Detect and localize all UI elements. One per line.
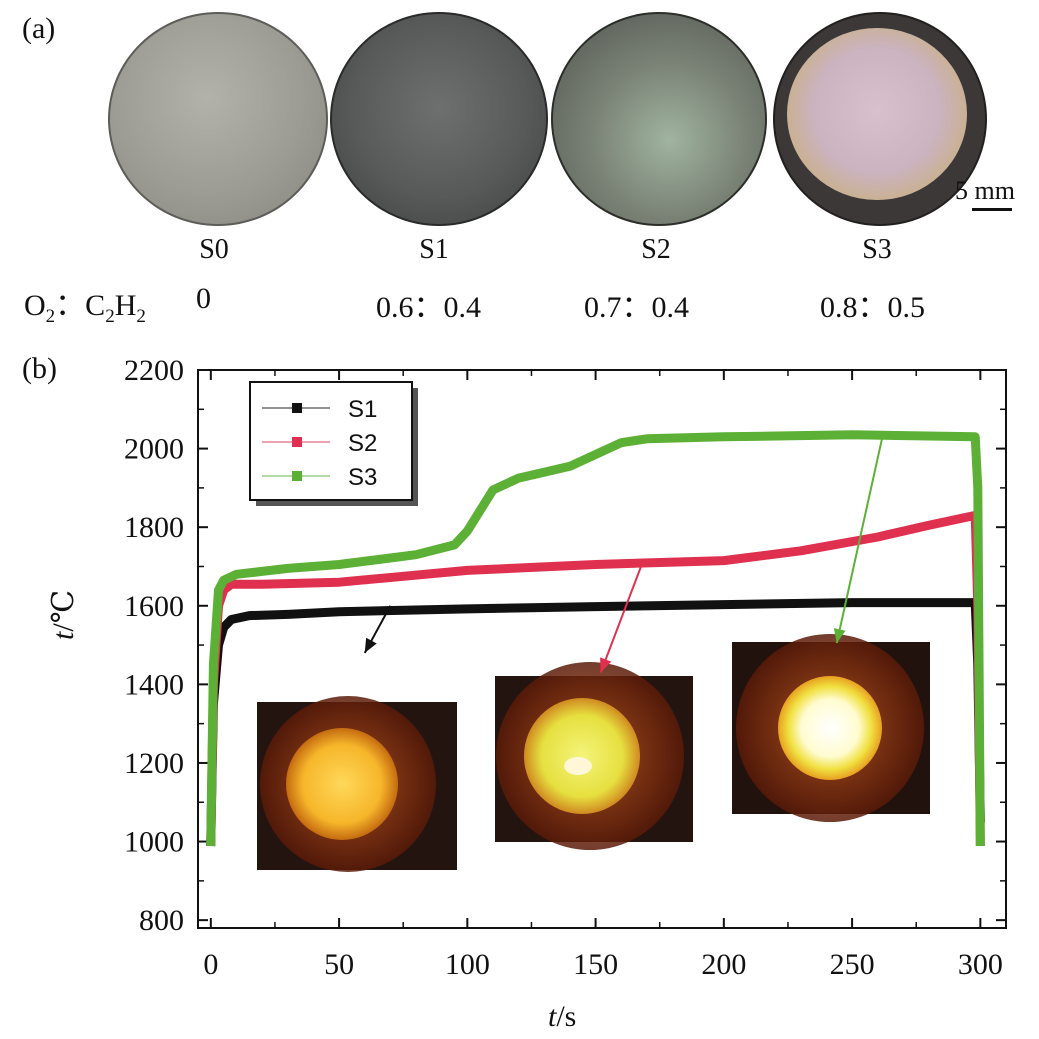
series-line-S3 xyxy=(206,430,985,847)
arrow-line-S3 xyxy=(835,434,884,644)
sample-label-s1: S1 xyxy=(419,234,449,265)
legend-marker-S1 xyxy=(292,403,302,413)
x-tick-label-150: 150 xyxy=(573,948,618,981)
x-tick-label-50: 50 xyxy=(324,948,354,981)
ratio-value-s3: 0.8：0.5 xyxy=(820,291,925,324)
x-axis-label: t/s xyxy=(548,1000,577,1033)
legend-marker-S2 xyxy=(292,437,302,447)
inset-photo-s1 xyxy=(257,696,457,872)
y-tick-label-2000: 2000 xyxy=(124,433,184,466)
sample-s3-coating xyxy=(787,28,967,200)
inset-photo-s3 xyxy=(732,634,930,822)
legend-label-S3: S3 xyxy=(348,464,377,491)
sample-s2-photo xyxy=(551,12,767,226)
plot-frame xyxy=(197,369,1007,929)
series-end-point-S3 xyxy=(976,837,985,846)
legend-label-S2: S2 xyxy=(348,430,377,457)
arrow-head-S1 xyxy=(364,637,377,653)
x-tick-label-100: 100 xyxy=(445,948,490,981)
x-tick-label-200: 200 xyxy=(701,948,746,981)
legend-label-S1: S1 xyxy=(348,396,377,423)
y-tick-label-1600: 1600 xyxy=(124,590,184,623)
panel-b-label: (b) xyxy=(22,352,57,385)
scale-bar-label: 5 mm xyxy=(955,176,1015,205)
sample-label-s2: S2 xyxy=(641,234,671,265)
ratio-axis-label: O2：C2H2 xyxy=(24,289,146,327)
sample-s1-photo xyxy=(330,12,548,226)
ratio-value-s0: 0 xyxy=(196,282,211,315)
y-tick-label-1000: 1000 xyxy=(124,826,184,859)
inset-photos xyxy=(257,634,930,872)
x-tick-label-250: 250 xyxy=(830,948,875,981)
inset-photo-s2 xyxy=(495,662,693,850)
ratio-value-s2: 0.7：0.4 xyxy=(584,291,689,324)
legend-marker-S3 xyxy=(292,471,302,481)
scale-bar xyxy=(972,208,1012,211)
panel-a-label: (a) xyxy=(22,12,56,45)
x-tick-label-0: 0 xyxy=(203,948,218,981)
x-tick-label-300: 300 xyxy=(958,948,1003,981)
sample-label-s3: S3 xyxy=(862,234,892,265)
y-tick-label-1800: 1800 xyxy=(124,511,184,544)
sample-label-s0: S0 xyxy=(199,234,229,265)
y-tick-label-800: 800 xyxy=(139,904,184,937)
arrow-head-S3 xyxy=(833,628,846,644)
y-axis-label: t/℃ xyxy=(47,589,80,640)
sample-s0-photo xyxy=(108,12,328,226)
legend-box xyxy=(249,381,413,501)
y-tick-label-2200: 2200 xyxy=(124,354,184,387)
y-tick-label-1400: 1400 xyxy=(124,668,184,701)
arrow-line-S2 xyxy=(599,564,643,673)
y-tick-label-1200: 1200 xyxy=(124,747,184,780)
arrow-head-S2 xyxy=(600,657,612,673)
sample-s3-photo xyxy=(773,12,987,226)
ratio-value-s1: 0.6：0.4 xyxy=(376,291,481,324)
